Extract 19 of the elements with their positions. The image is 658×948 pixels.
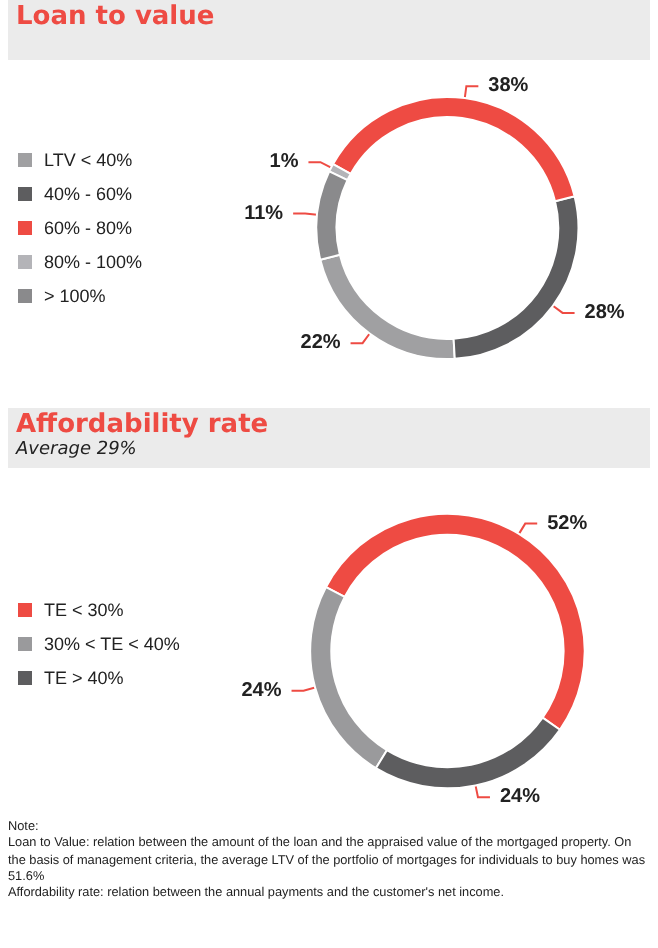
legend-label: > 100% — [44, 286, 106, 306]
legend-label: LTV < 40% — [44, 150, 133, 170]
data-label: 22% — [300, 332, 341, 355]
chart-subtitle: Average 29% — [16, 440, 139, 462]
legend-label: 30% < TE < 40% — [44, 634, 180, 654]
data-label: 11% — [244, 202, 284, 225]
legend-label: 60% - 80% — [44, 218, 133, 238]
data-label: 24% — [241, 679, 282, 702]
chart-title: Loan to value — [16, 2, 217, 32]
data-label: 1% — [269, 151, 299, 174]
data-label: 38% — [488, 75, 529, 98]
data-label: 52% — [547, 512, 588, 535]
legend-label: TE < 30% — [44, 600, 124, 620]
legend-label: TE > 40% — [44, 668, 124, 688]
legend-label: 40% - 60% — [44, 184, 133, 204]
data-label: 24% — [499, 786, 541, 809]
data-label: 28% — [584, 301, 625, 324]
chart-title: Affordability rate — [16, 410, 271, 440]
legend-label: 80% - 100% — [44, 252, 143, 272]
